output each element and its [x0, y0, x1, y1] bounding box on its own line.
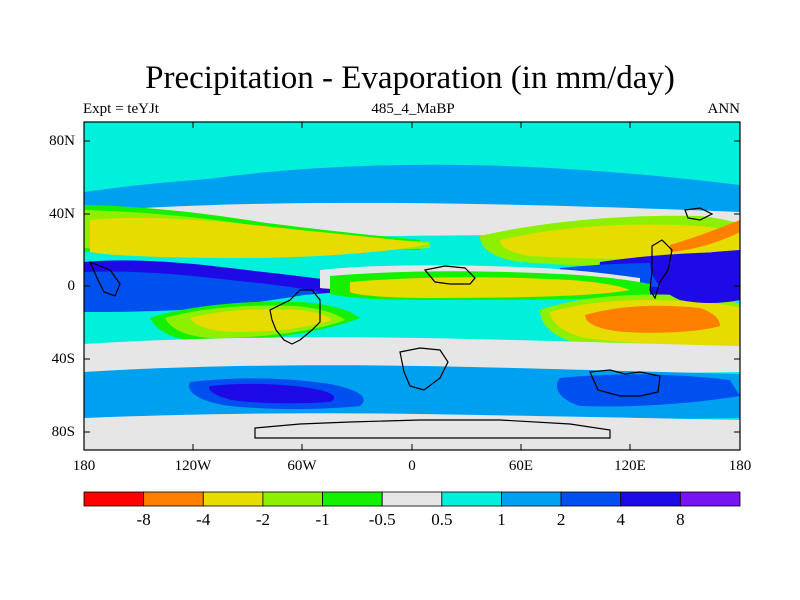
australia-coast [589, 369, 661, 397]
antarctic-dry-band [84, 413, 740, 450]
coastlines [88, 207, 714, 439]
asia-coast [649, 239, 673, 300]
equator-blue-west [84, 271, 320, 312]
southern-dry-band [84, 337, 740, 373]
colorbar-swatch [381, 491, 443, 507]
south-atlantic-yellow [190, 309, 332, 332]
colorbar-label: 8 [676, 510, 685, 529]
colorbar-swatch [83, 491, 145, 507]
longitude-label: 60W [287, 458, 317, 474]
north-pacific-orange [670, 220, 740, 252]
antarctica-coast [254, 419, 611, 439]
colorbar-label: 0.5 [431, 510, 453, 529]
colorbar-label: -8 [136, 510, 151, 529]
colorbar-label: -0.5 [368, 510, 396, 529]
upper-blue-band [84, 173, 740, 212]
experiment-label: Expt = teYJt [83, 101, 159, 117]
latitude-label: 40N [49, 206, 75, 222]
longitude-label: 120W [174, 458, 212, 474]
colorbar-swatch [202, 491, 264, 507]
latitude-ticks [84, 140, 740, 433]
north-america-west-coast [88, 260, 121, 297]
period-label: 485_4_MaBP [371, 101, 455, 117]
colorbar-swatch [143, 491, 204, 507]
colorbar-label: -1 [315, 510, 330, 529]
longitude-label: 0 [408, 458, 416, 474]
south-america-coast [269, 289, 321, 345]
latitude-label: 80S [51, 424, 75, 440]
longitude-label: 60E [508, 458, 534, 474]
west-pacific-darkblue [650, 250, 740, 303]
colorbar-label: 4 [616, 510, 625, 529]
field-layer [84, 122, 740, 450]
north-atlantic-yellow [90, 217, 430, 258]
pacific-island-coast [684, 207, 714, 221]
latitude-label: 0 [67, 278, 76, 294]
latitude-label: 80N [49, 133, 75, 149]
latitude-label: 40S [51, 351, 75, 367]
colorbar-swatch [679, 491, 741, 507]
longitude-label: 180 [728, 458, 752, 474]
longitude-label: 120E [614, 458, 646, 474]
colorbar-swatch [501, 491, 562, 507]
colorbar [83, 491, 741, 507]
southern-ocean-blue-east [556, 374, 740, 407]
africa-north-coast [423, 265, 476, 285]
colorbar-label: -2 [255, 510, 270, 529]
colorbar-swatch [322, 491, 383, 507]
south-pacific-orange [585, 305, 720, 333]
colorbar-swatch [441, 491, 502, 507]
season-label: ANN [707, 101, 741, 117]
colorbar-label: 1 [497, 510, 506, 529]
colorbar-label: 2 [556, 510, 566, 529]
map-title: Precipitation - Evaporation (in mm/day) [145, 60, 675, 96]
colorbar-swatch [560, 491, 622, 507]
southern-darkblue-core [209, 383, 335, 404]
longitude-label: 180 [72, 458, 96, 474]
equatorial-yellow-strip [350, 277, 630, 298]
colorbar-swatch [262, 491, 323, 507]
africa-south-coast [399, 347, 449, 391]
longitude-ticks [83, 122, 741, 450]
colorbar-label: -4 [196, 510, 211, 529]
colorbar-swatch [620, 491, 681, 507]
